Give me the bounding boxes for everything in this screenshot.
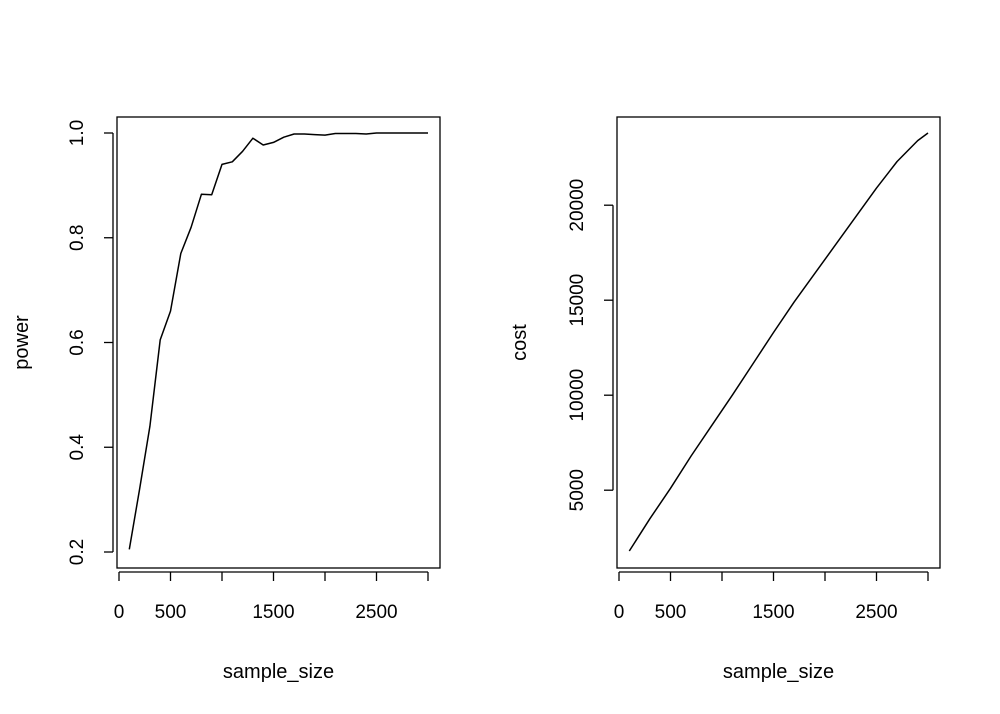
cost-panel: 0 500 1500 2500 5000 10000 15000 20000 sample_si… (509, 116, 941, 683)
y-tick-label: 20000 (567, 179, 588, 232)
x-axis-label: sample_size (723, 661, 834, 683)
y-tick-label: 0.8 (67, 225, 88, 251)
x-tick-label: 0 (614, 602, 625, 623)
x-tick-label: 500 (655, 602, 687, 623)
x-tick-label: 1500 (252, 602, 294, 623)
plot-frame (116, 116, 441, 569)
y-tick-label: 0.6 (67, 329, 88, 355)
y-tick-label: 1.0 (67, 120, 88, 146)
x-tick-label: 0 (114, 602, 125, 623)
y-axis-label: power (11, 315, 33, 370)
y-tick-label: 10000 (567, 369, 588, 422)
x-tick-label: 1500 (752, 602, 794, 623)
y-axis-label: cost (509, 324, 531, 361)
power-panel: 0 500 1500 2500 0.2 0.4 0.6 0.8 1.0 sample_size po… (11, 116, 441, 683)
x-axis-label: sample_size (223, 661, 334, 683)
y-tick-label: 0.2 (67, 539, 88, 565)
power-line (128, 132, 428, 550)
y-tick-label: 0.4 (67, 434, 88, 461)
x-tick-label: 2500 (355, 602, 397, 623)
x-tick-label: 500 (155, 602, 187, 623)
cost-line (628, 132, 929, 552)
y-tick-label: 15000 (567, 274, 588, 327)
y-tick-label: 5000 (567, 469, 588, 511)
x-tick-label: 2500 (855, 602, 897, 623)
plot-frame (616, 116, 941, 569)
